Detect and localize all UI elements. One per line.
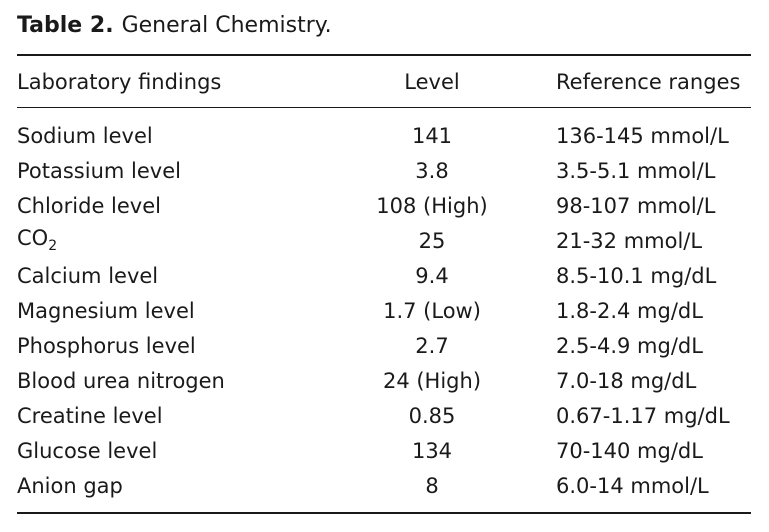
table-top-rule: [17, 54, 751, 56]
cell-level: 141: [411, 123, 453, 148]
cell-level: 2.7: [415, 333, 449, 358]
cell-reference-range: 136-145 mmol/L: [556, 123, 729, 148]
cell-reference-range: 1.8-2.4 mg/dL: [556, 298, 703, 323]
header-row: Laboratory findings Level Reference rang…: [17, 64, 751, 100]
cell-level: 3.8: [415, 158, 449, 183]
cell-laboratory-finding: Phosphorus level: [17, 328, 317, 363]
table-row: Blood urea nitrogen 24 (High) 7.0-18 mg/dL: [17, 363, 751, 398]
cell-reference-range: 6.0-14 mmol/L: [556, 473, 709, 498]
table-header: Laboratory findings Level Reference rang…: [17, 64, 751, 100]
cell-level: 9.4: [415, 263, 449, 288]
chemistry-table: Sodium level 141 136-145 mmol/L Potassium l…: [17, 118, 751, 503]
table-row: Anion gap 8 6.0-14 mmol/L: [17, 468, 751, 503]
cell-laboratory-finding: Creatine level: [17, 398, 317, 433]
cell-laboratory-finding: Chloride level: [17, 188, 317, 223]
table-body: Sodium level 141 136-145 mmol/L Potassium l…: [17, 118, 751, 503]
finding-text: Magnesium level: [17, 298, 195, 323]
header-level: Level: [404, 70, 460, 94]
cell-laboratory-finding: Blood urea nitrogen: [17, 363, 317, 398]
cell-level: 25: [418, 228, 446, 253]
table-row: Phosphorus level 2.7 2.5-4.9 mg/dL: [17, 328, 751, 363]
cell-reference-range: 98-107 mmol/L: [556, 193, 716, 218]
finding-text: Creatine level: [17, 403, 163, 428]
cell-laboratory-finding: Magnesium level: [17, 293, 317, 328]
cell-level-abnormal: 108 (High): [376, 193, 488, 218]
table-row: CO2 25 21-32 mmol/L: [17, 223, 751, 258]
cell-laboratory-finding: Calcium level: [17, 258, 317, 293]
cell-laboratory-finding: CO2: [17, 223, 317, 258]
table-header-rule: [17, 107, 751, 108]
cell-laboratory-finding: Glucose level: [17, 433, 317, 468]
finding-text: Glucose level: [17, 438, 158, 463]
table-caption: Table 2. General Chemistry.: [17, 13, 332, 38]
table-caption-title: General Chemistry.: [121, 13, 332, 38]
finding-text: Chloride level: [17, 193, 161, 218]
cell-level-abnormal: 24 (High): [382, 368, 482, 393]
table-row: Glucose level 134 70-140 mg/dL: [17, 433, 751, 468]
table-row: Magnesium level 1.7 (Low) 1.8-2.4 mg/dL: [17, 293, 751, 328]
cell-laboratory-finding: Anion gap: [17, 468, 317, 503]
finding-text: Phosphorus level: [17, 333, 196, 358]
table-row: Creatine level 0.85 0.67-1.17 mg/dL: [17, 398, 751, 433]
table-caption-label: Table 2.: [17, 13, 114, 38]
finding-text: Blood urea nitrogen: [17, 368, 225, 393]
cell-laboratory-finding: Sodium level: [17, 118, 317, 153]
cell-reference-range: 8.5-10.1 mg/dL: [556, 263, 717, 288]
cell-laboratory-finding: Potassium level: [17, 153, 317, 188]
table-row: Chloride level 108 (High) 98-107 mmol/L: [17, 188, 751, 223]
cell-reference-range: 3.5-5.1 mmol/L: [556, 158, 716, 183]
table-row: Calcium level 9.4 8.5-10.1 mg/dL: [17, 258, 751, 293]
finding-text: Anion gap: [17, 473, 123, 498]
table-row: Sodium level 141 136-145 mmol/L: [17, 118, 751, 153]
header-laboratory-findings: Laboratory findings: [17, 70, 222, 94]
finding-text: Sodium level: [17, 123, 153, 148]
cell-level: 134: [411, 438, 453, 463]
finding-text: Potassium level: [17, 158, 181, 183]
cell-reference-range: 21-32 mmol/L: [556, 228, 703, 253]
cell-reference-range: 70-140 mg/dL: [556, 438, 703, 463]
cell-level: 0.85: [408, 403, 456, 428]
finding-text: Calcium level: [17, 263, 159, 288]
cell-reference-range: 0.67-1.17 mg/dL: [556, 403, 730, 428]
cell-level: 1.7 (Low): [383, 298, 481, 323]
cell-reference-range: 2.5-4.9 mg/dL: [556, 333, 703, 358]
table-row: Potassium level 3.8 3.5-5.1 mmol/L: [17, 153, 751, 188]
cell-level: 8: [425, 473, 439, 498]
table-bottom-rule: [17, 512, 751, 514]
finding-subscript: 2: [48, 238, 58, 255]
finding-text: CO: [17, 226, 49, 251]
cell-reference-range: 7.0-18 mg/dL: [556, 368, 697, 393]
header-reference-ranges: Reference ranges: [556, 70, 741, 94]
